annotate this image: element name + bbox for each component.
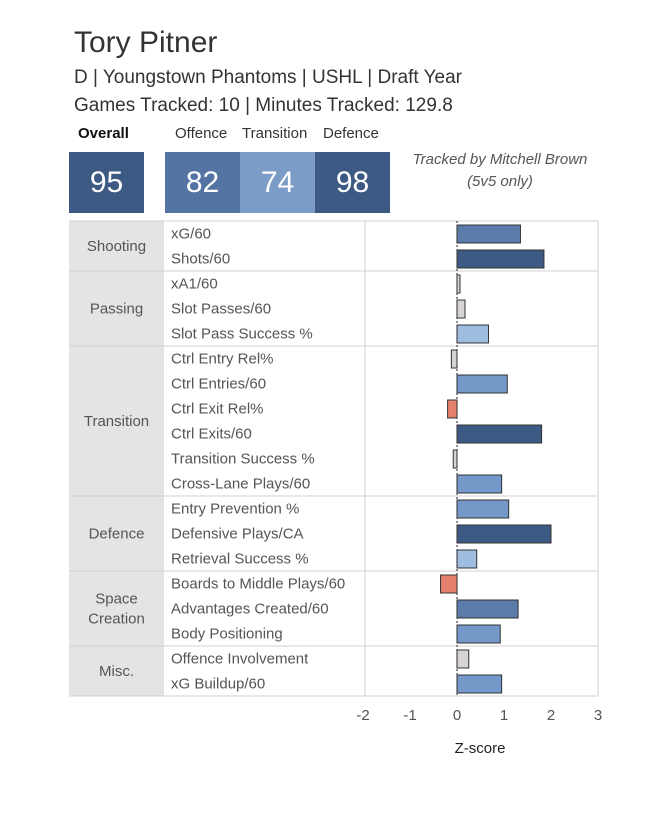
- bar: [456, 549, 478, 569]
- x-tick-label: 0: [453, 707, 461, 724]
- metric-label: xG Buildup/60: [171, 676, 265, 693]
- category-label-2: Transition: [84, 413, 149, 430]
- bar: [456, 424, 543, 444]
- bar: [456, 499, 510, 519]
- bar: [456, 624, 501, 644]
- x-tick-label: 3: [594, 707, 602, 724]
- category-label-0: Shooting: [87, 238, 146, 255]
- metric-label: Boards to Middle Plays/60: [171, 576, 345, 593]
- x-tick-label: -1: [403, 707, 416, 724]
- category-label-3: Defence: [89, 526, 145, 543]
- category-column-bg: [69, 221, 164, 696]
- metric-label: xG/60: [171, 226, 211, 243]
- bar: [456, 474, 503, 494]
- metric-label: Transition Success %: [171, 451, 315, 468]
- bar: [450, 349, 458, 369]
- metric-label: Ctrl Exits/60: [171, 426, 252, 443]
- bar: [456, 249, 545, 269]
- bar: [456, 524, 552, 544]
- bar: [456, 299, 466, 319]
- metric-label: Body Positioning: [171, 626, 283, 643]
- metric-label: Slot Passes/60: [171, 301, 271, 318]
- offence-label: Offence: [175, 125, 228, 142]
- x-axis-title: Z-score: [454, 740, 506, 757]
- metric-label: xA1/60: [171, 276, 218, 293]
- metric-label: Cross-Lane Plays/60: [171, 476, 310, 493]
- metric-label: Shots/60: [171, 251, 230, 268]
- bar: [447, 399, 458, 419]
- tracking-summary: Games Tracked: 10 | Minutes Tracked: 129…: [74, 95, 453, 116]
- metric-label: Defensive Plays/CA: [171, 526, 304, 543]
- metric-label: Advantages Created/60: [171, 601, 329, 618]
- x-tick-label: 2: [547, 707, 555, 724]
- category-label-4: Space Creation: [88, 591, 145, 628]
- overall-score-box: 95: [69, 152, 144, 213]
- category-label-1: Passing: [90, 301, 143, 318]
- metric-label: Ctrl Entry Rel%: [171, 351, 274, 368]
- bar: [440, 574, 458, 594]
- tracked-by-line1: Tracked by Mitchell Brown: [412, 151, 588, 168]
- bar: [456, 224, 521, 244]
- category-label-5: Misc.: [99, 663, 134, 680]
- tracked-by-note: Tracked by Mitchell Brown (5v5 only): [400, 149, 600, 193]
- metric-label: Retrieval Success %: [171, 551, 309, 568]
- metric-label: Offence Involvement: [171, 651, 309, 668]
- overall-label: Overall: [78, 125, 129, 142]
- transition-score-box: 74: [240, 152, 315, 213]
- player-subtitle: D | Youngstown Phantoms | USHL | Draft Y…: [74, 67, 462, 88]
- player-name: Tory Pitner: [74, 26, 218, 59]
- tracked-by-line2: (5v5 only): [467, 173, 533, 190]
- metric-label: Ctrl Exit Rel%: [171, 401, 264, 418]
- metric-label: Entry Prevention %: [171, 501, 299, 518]
- bar: [456, 374, 508, 394]
- bar: [456, 599, 519, 619]
- defence-score-box: 98: [315, 152, 390, 213]
- metric-label: Ctrl Entries/60: [171, 376, 266, 393]
- bar: [456, 649, 470, 669]
- defence-label: Defence: [323, 125, 379, 142]
- metric-label: Slot Pass Success %: [171, 326, 313, 343]
- bar: [456, 274, 461, 294]
- x-tick-label: 1: [500, 707, 508, 724]
- x-tick-label: -2: [356, 707, 369, 724]
- offence-score-box: 82: [165, 152, 240, 213]
- bar: [456, 674, 503, 694]
- bar: [456, 324, 489, 344]
- transition-label: Transition: [242, 125, 308, 142]
